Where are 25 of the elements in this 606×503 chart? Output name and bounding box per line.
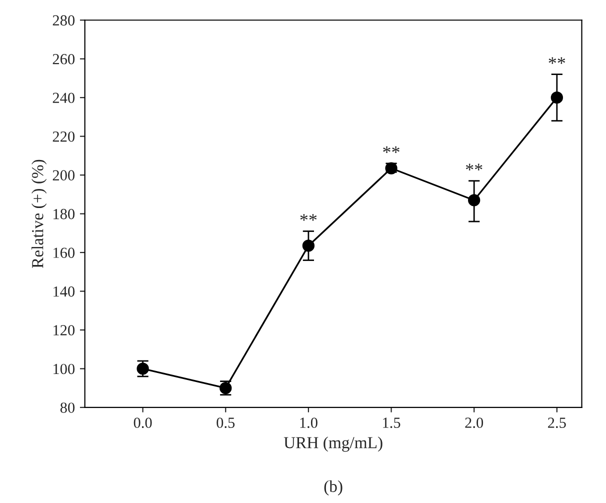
x-tick-label: 2.5 xyxy=(548,418,566,428)
y-tick-label: 220 xyxy=(52,131,75,142)
annotation: ** xyxy=(383,146,400,153)
y-tick-label: 200 xyxy=(52,170,75,180)
text: (b) xyxy=(324,480,342,496)
y-tick-label: 120 xyxy=(54,325,75,336)
y-tick-label: 180 xyxy=(54,208,75,220)
point xyxy=(302,240,315,252)
y-tick-label: 140 xyxy=(54,286,75,297)
x-tick-label: 0.5 xyxy=(216,418,235,428)
y-tick-label: 240 xyxy=(52,92,75,104)
annotation: ** xyxy=(466,164,482,170)
y-axis-title: Relative (+) (%) xyxy=(32,160,47,268)
y-tick-label: 160 xyxy=(54,248,75,258)
x-tick-label: 2.0 xyxy=(465,418,484,428)
x-tick-label: 0.0 xyxy=(134,418,152,428)
annotation: ** xyxy=(548,57,566,64)
y-tick-label: 260 xyxy=(52,54,75,64)
x-axis-title: URH (mg/mL) xyxy=(284,436,382,452)
y-tick-label: 100 xyxy=(54,364,75,374)
x-tick-label: 1.0 xyxy=(300,418,318,428)
y-tick-label: 80 xyxy=(60,402,75,413)
y-tick-label: 280 xyxy=(52,15,75,26)
annotation: ** xyxy=(300,214,317,221)
x-tick-label: 1.5 xyxy=(383,418,400,428)
